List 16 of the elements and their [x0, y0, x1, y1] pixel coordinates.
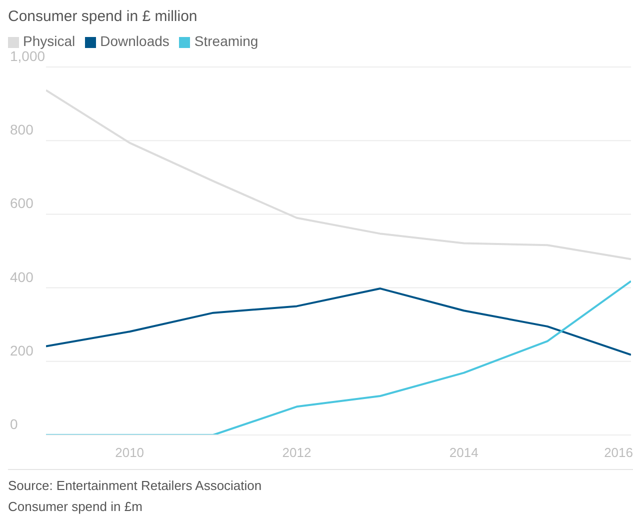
y-tick-label: 0 — [10, 416, 18, 432]
x-tick-label: 2014 — [449, 445, 478, 460]
chart-title: Consumer spend in £ million — [8, 8, 198, 25]
legend-label: Physical — [23, 33, 76, 49]
y-tick-label: 800 — [10, 122, 34, 138]
x-tick-label: 2016 — [604, 445, 633, 460]
legend-label: Downloads — [100, 33, 170, 49]
source-note: Source: Entertainment Retailers Association — [8, 478, 263, 493]
y-tick-label: 400 — [10, 268, 34, 285]
x-tick-label: 2012 — [282, 445, 312, 460]
y-tick-label: 200 — [10, 342, 34, 358]
legend-label: Streaming — [194, 33, 258, 49]
y-tick-label: 1,000 — [10, 48, 46, 64]
x-tick-label: 2010 — [115, 445, 144, 460]
y-tick-label: 600 — [10, 195, 34, 212]
text: Consumer spend in £m — [8, 499, 144, 514]
